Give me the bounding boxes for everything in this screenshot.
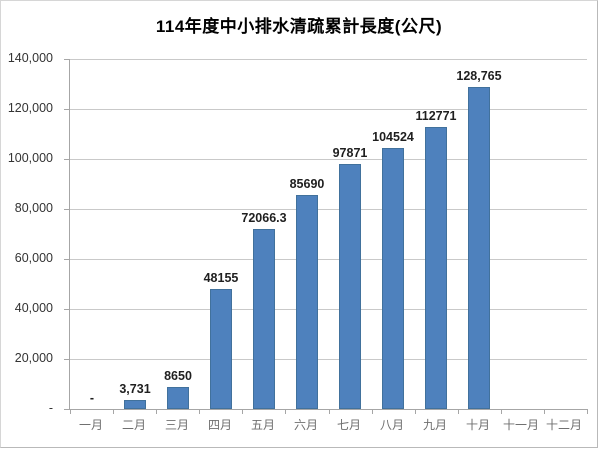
- y-axis-tick: [64, 159, 69, 160]
- x-axis-tick: [113, 409, 114, 414]
- y-axis-tick: [64, 209, 69, 210]
- y-axis-tick-label: 40,000: [14, 301, 53, 315]
- bar: [124, 400, 146, 409]
- y-axis-tick: [64, 59, 69, 60]
- y-axis-tick: [64, 309, 69, 310]
- x-axis-category-label: 三月: [164, 418, 189, 432]
- gridline: [70, 259, 587, 260]
- x-axis-tick: [242, 409, 243, 414]
- y-axis-tick-label: 80,000: [14, 201, 53, 215]
- bar-value-label: 8650: [164, 369, 192, 383]
- x-axis-tick: [285, 409, 286, 414]
- x-axis-tick: [329, 409, 330, 414]
- plot-area: - 3,731 8650 48155 72066.3 85690 97871 104524 11…: [64, 59, 588, 414]
- bar: [253, 229, 275, 409]
- x-axis-category-label: 二月: [121, 418, 146, 432]
- x-axis-tick: [372, 409, 373, 414]
- x-axis-category-label: 一月: [78, 418, 103, 432]
- bar: [425, 127, 447, 409]
- gridline: [70, 59, 587, 60]
- gridline: [70, 209, 587, 210]
- gridline: [70, 159, 587, 160]
- x-axis-tick: [501, 409, 502, 414]
- x-axis-category-label: 八月: [379, 418, 404, 432]
- x-axis-category-label: 五月: [250, 418, 275, 432]
- bar: [210, 289, 232, 409]
- gridline: [70, 309, 587, 310]
- y-axis-tick: [64, 109, 69, 110]
- bar-value-label: 72066.3: [241, 211, 287, 225]
- y-axis-tick: [64, 359, 69, 360]
- x-axis-tick: [415, 409, 416, 414]
- bar-value-label: -: [89, 391, 95, 405]
- y-axis-tick-label: 100,000: [7, 151, 53, 165]
- y-axis-tick: [64, 409, 69, 410]
- bar-value-label: 85690: [289, 177, 325, 191]
- bar-value-label: 112771: [415, 109, 457, 123]
- y-axis-tick-label: 120,000: [7, 101, 53, 115]
- x-axis-category-label: 十二月: [545, 418, 582, 432]
- bar-value-label: 97871: [332, 146, 368, 160]
- bar: [382, 148, 404, 409]
- gridline: [70, 359, 587, 360]
- x-axis-category-label: 六月: [293, 418, 318, 432]
- x-axis-tick: [70, 409, 71, 414]
- x-axis-tick: [156, 409, 157, 414]
- bar: [339, 164, 361, 409]
- bar: [167, 387, 189, 409]
- x-axis-tick: [458, 409, 459, 414]
- x-axis-tick: [587, 409, 588, 414]
- bar: [468, 87, 490, 409]
- x-axis-category-label: 四月: [207, 418, 232, 432]
- x-axis-category-label: 十一月: [502, 418, 539, 432]
- y-axis-tick-label: 140,000: [7, 51, 53, 65]
- gridline: [70, 109, 587, 110]
- x-axis-category-label: 九月: [422, 418, 447, 432]
- bar-value-label: 48155: [203, 271, 239, 285]
- x-axis-category-label: 七月: [336, 418, 361, 432]
- bar-value-label: 128,765: [456, 69, 502, 83]
- y-axis-tick-label: 60,000: [14, 251, 53, 265]
- y-axis-tick: [64, 259, 69, 260]
- bar-value-label: 104524: [372, 130, 414, 144]
- x-axis-tick: [199, 409, 200, 414]
- bar: [296, 195, 318, 409]
- x-axis-tick: [544, 409, 545, 414]
- y-axis-tick-label: -: [48, 401, 53, 415]
- bar-value-label: 3,731: [119, 382, 151, 396]
- x-axis-category-label: 十月: [465, 418, 490, 432]
- y-axis-tick-label: 20,000: [14, 351, 53, 365]
- chart-title: 114年度中小排水清疏累計長度(公尺): [155, 17, 443, 36]
